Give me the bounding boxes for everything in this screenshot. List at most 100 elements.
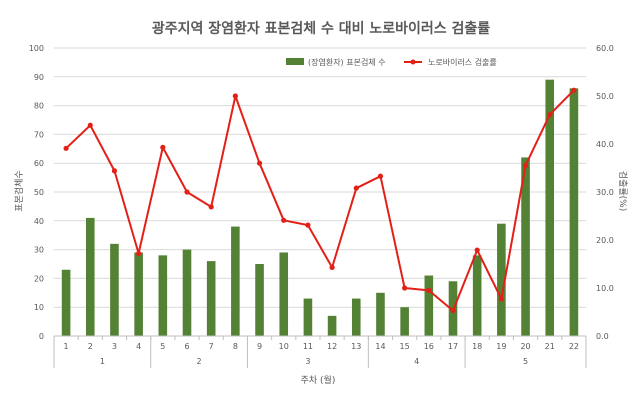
line-point [426,287,432,293]
legend-line-marker [410,59,416,65]
line-point [184,189,190,195]
y-right-tick-label: 50.0 [596,92,614,101]
legend: (장염환자) 표본검체 수 노로바이러스 검출률 [286,57,497,67]
month-label: 5 [523,357,528,366]
x-tick-label: 11 [303,342,313,351]
x-tick-label: 7 [209,342,214,351]
x-tick-label: 10 [279,342,289,351]
bar [472,255,482,336]
bar [521,157,530,336]
y-left-tick-label: 20 [34,274,44,283]
bar [327,315,337,336]
month-label: 1 [100,357,105,366]
y-right-tick-label: 30.0 [596,188,614,197]
y-right-tick-label: 40.0 [596,140,614,149]
y-left-tick-label: 40 [34,217,44,226]
line-point [160,144,166,150]
bar [303,298,313,336]
bar [351,298,361,336]
y-axis-right-title: 검출률(%) [617,171,629,211]
x-tick-label: 18 [472,342,482,351]
bar [255,264,264,336]
legend-bar-swatch [286,58,304,65]
x-tick-label: 2 [88,342,93,351]
x-tick-label: 5 [160,342,165,351]
x-tick-label: 1 [64,342,69,351]
line-point [450,307,456,314]
detection-rate-line [65,89,575,312]
x-tick-label: 6 [184,342,189,351]
month-label: 4 [414,357,419,366]
bar-series [61,79,579,337]
bar [206,261,216,336]
line-point [232,93,238,99]
line-point [498,296,504,302]
y-right-tick-label: 0.0 [596,332,609,341]
bar [497,223,506,336]
y-left-tick-label: 50 [34,188,44,197]
x-tick-label: 13 [351,342,361,351]
y-left-tick-label: 30 [34,246,44,255]
month-label: 2 [197,357,202,366]
x-tick-label: 8 [233,342,238,351]
bar [182,249,192,336]
y-right-tick-label: 60.0 [596,44,614,53]
line-point [377,173,384,179]
line-point [305,222,311,228]
y-left-tick-label: 60 [34,159,44,168]
x-tick-label: 16 [424,342,434,351]
bar [424,275,434,336]
line-point [402,285,408,291]
line-point [87,122,93,128]
line-point [474,247,480,253]
y-left-tick-label: 10 [34,303,44,312]
x-tick-label: 20 [520,342,530,351]
line-point [571,87,577,93]
bar [110,243,119,336]
x-tick-label: 3 [112,342,117,351]
bar [231,226,240,336]
line-point [329,264,335,270]
line-point [256,160,263,166]
x-tick-label: 4 [136,342,141,351]
x-tick-label: 12 [327,342,337,351]
line-point [547,112,553,118]
y-axis-left-title: 표본검체수 [13,170,25,211]
y-left-tick-label: 90 [34,73,44,82]
legend-bar-label: (장염환자) 표본검체 수 [308,57,386,67]
bar [61,269,71,336]
line-point [208,204,214,210]
x-tick-label: 22 [569,342,579,351]
y-left-tick-label: 70 [34,130,44,139]
bar [545,79,555,337]
x-tick-label: 17 [448,342,458,351]
bar [279,252,289,336]
y-left-tick-label: 80 [34,102,44,111]
chart-title: 광주지역 장염환자 표본검체 수 대비 노로바이러스 검출률 [152,20,490,37]
bar [569,88,579,336]
line-series [63,87,577,314]
line-point [111,168,118,174]
bar [400,307,409,336]
axes: 0 10 20 30 40 50 60 70 80 90 100 0.0 10.0 20.0 30.0 40.… [29,44,614,368]
legend-line-label: 노로바이러스 검출률 [428,57,497,67]
bar [376,292,385,336]
bar [158,255,168,336]
x-tick-label: 9 [257,342,262,351]
x-tick-label: 14 [375,342,385,351]
bar [85,217,95,336]
x-tick-label: 15 [400,342,410,351]
line-point [136,250,142,257]
bar [134,252,143,336]
line-point [63,145,69,151]
x-tick-label: 21 [545,342,555,351]
line-point [353,185,359,191]
y-left-tick-label: 0 [39,332,44,341]
y-left-tick-label: 100 [29,44,44,53]
y-right-tick-label: 10.0 [596,284,614,293]
month-label: 3 [305,357,310,366]
x-tick-label: 19 [496,342,506,351]
line-point [522,163,529,169]
